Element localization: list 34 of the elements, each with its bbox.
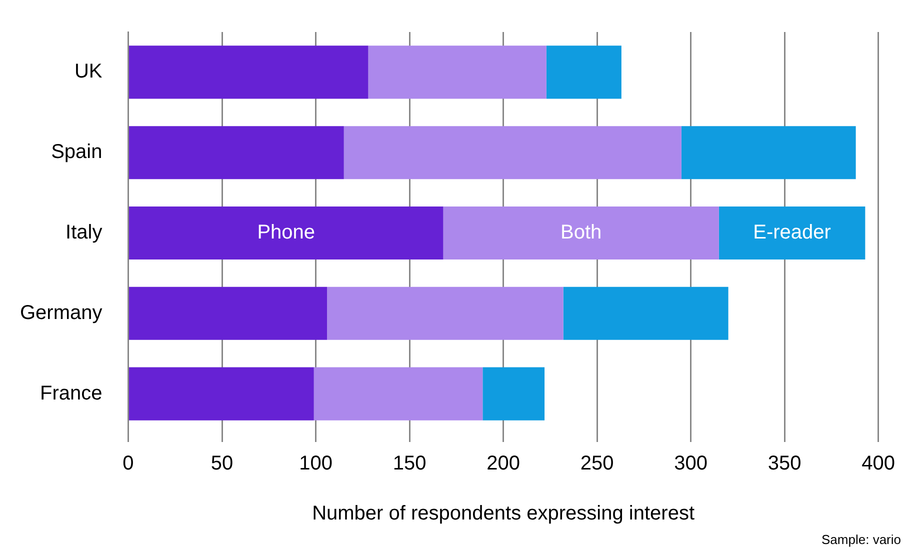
bar <box>128 286 328 340</box>
series-label: Phone <box>257 222 316 244</box>
x-tick-label: 400 <box>862 452 896 475</box>
x-tick-label: 200 <box>486 452 520 475</box>
bar <box>482 367 545 420</box>
x-tick-label: 100 <box>299 452 332 475</box>
series-label: E-reader <box>753 222 832 244</box>
x-tick-label: 150 <box>392 452 426 475</box>
x-tick-label: 300 <box>674 452 708 475</box>
bar <box>443 206 719 260</box>
x-tick-label: 0 <box>122 452 134 475</box>
bar <box>681 126 856 180</box>
bar <box>718 206 866 260</box>
y-tick-label: Italy <box>66 222 102 244</box>
x-tick-label: 250 <box>580 452 614 475</box>
y-tick-label: France <box>40 382 102 404</box>
bar <box>128 126 344 180</box>
y-tick-label: Germany <box>20 302 102 324</box>
x-axis-title: Number of respondents expressing interest <box>312 502 695 525</box>
bar <box>546 46 622 99</box>
y-tick-label: UK <box>74 60 103 83</box>
bar <box>128 206 444 260</box>
bar <box>314 367 483 420</box>
y-tick-label: Spain <box>51 141 102 164</box>
x-tick-label: 50 <box>210 452 234 475</box>
bar <box>368 46 546 99</box>
bar <box>128 46 368 99</box>
bar <box>563 286 728 340</box>
series-label: Both <box>560 222 602 244</box>
text: Sample: vario <box>822 532 901 547</box>
bar <box>128 367 314 420</box>
bar <box>344 126 682 180</box>
x-tick-label: 350 <box>768 452 802 475</box>
bar <box>327 286 564 340</box>
